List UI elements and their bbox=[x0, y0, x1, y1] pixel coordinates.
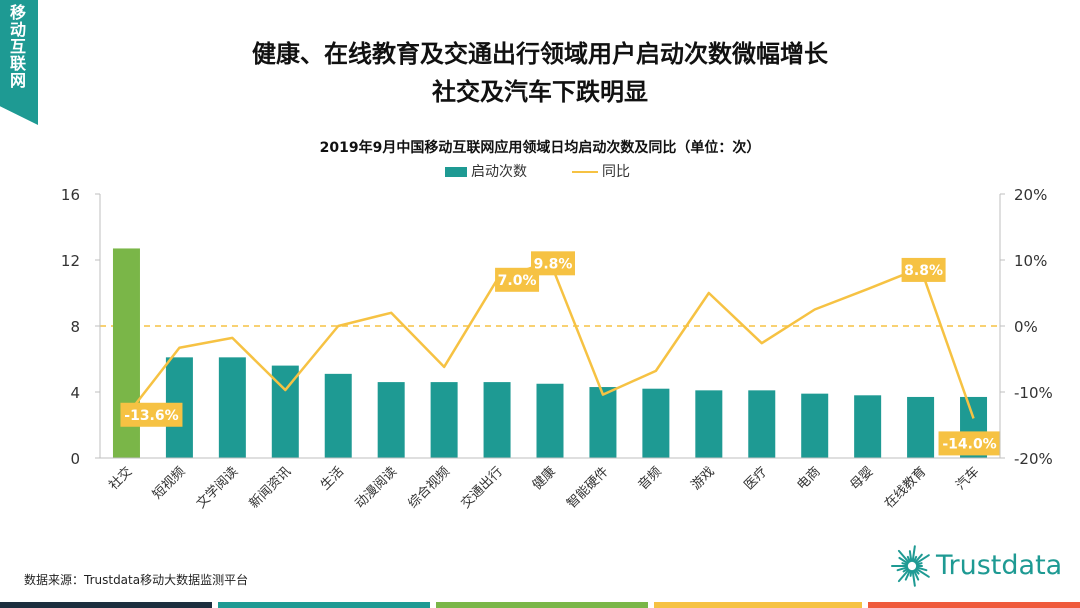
axis-layer: 0 4 8 12 16 -20% -10% 0% 10% 20% 社交 短视频 文学阅读 新闻资讯 生活 动漫… bbox=[61, 186, 1053, 512]
bar-在线教育 bbox=[907, 396, 935, 458]
logo-ray bbox=[913, 555, 918, 563]
left-tick-label: 4 bbox=[70, 384, 80, 402]
category-label: 智能硬件 bbox=[564, 464, 611, 511]
bar-智能硬件 bbox=[589, 387, 617, 458]
left-tick-label: 8 bbox=[70, 318, 80, 336]
legend-item-bar: 启动次数 bbox=[445, 163, 527, 181]
data-label-layer: -13.6% 7.0%9.8% 8.8% -14.0% bbox=[120, 251, 1001, 456]
bar-健康 bbox=[536, 383, 564, 458]
logo-ray bbox=[915, 562, 923, 566]
footer-bar-segment bbox=[436, 602, 648, 608]
bar-电商 bbox=[801, 393, 829, 458]
trustdata-logo: Trustdata bbox=[890, 536, 1070, 592]
category-label: 健康 bbox=[529, 464, 559, 494]
bar-交通出行 bbox=[483, 382, 511, 458]
data-label-text: -14.0% bbox=[942, 436, 996, 452]
data-source-note: 数据来源：Trustdata移动大数据监测平台 bbox=[24, 573, 249, 587]
data-label-text: 8.8% bbox=[904, 263, 943, 279]
chart-title: 2019年9月中国移动互联网应用领域日均启动次数及同比（单位：次） bbox=[319, 140, 761, 156]
logo-ray bbox=[913, 569, 920, 581]
chart-legend: 启动次数 同比 bbox=[0, 163, 1080, 183]
data-label-box bbox=[120, 402, 183, 427]
category-label: 游戏 bbox=[689, 464, 718, 493]
category-label: 文学阅读 bbox=[193, 464, 241, 512]
legend-line-swatch bbox=[572, 171, 598, 173]
logo-ray bbox=[904, 569, 911, 581]
logo-ray bbox=[896, 566, 909, 572]
category-label: 医疗 bbox=[742, 464, 771, 493]
right-tick-label: 20% bbox=[1014, 186, 1047, 204]
left-tick-label: 12 bbox=[61, 252, 80, 270]
data-label-box bbox=[938, 431, 1001, 456]
right-tick-label: 0% bbox=[1014, 318, 1038, 336]
legend-line-label: 同比 bbox=[602, 164, 630, 180]
category-label: 汽车 bbox=[953, 464, 983, 494]
legend-bar-label: 启动次数 bbox=[471, 164, 527, 180]
bar-音频 bbox=[642, 388, 670, 458]
bar-layer bbox=[112, 248, 988, 458]
bar-文学阅读 bbox=[218, 357, 246, 458]
logo-ray bbox=[914, 568, 920, 575]
logo-ray bbox=[898, 556, 909, 565]
logo-ray bbox=[915, 567, 930, 578]
sunburst-logo-icon bbox=[891, 545, 930, 587]
logo-ray bbox=[915, 554, 930, 565]
footer-bar-segment bbox=[0, 602, 212, 608]
category-label: 母婴 bbox=[847, 464, 876, 493]
side-tag-label: 移动互联网 bbox=[7, 4, 26, 89]
category-label: 社交 bbox=[106, 464, 136, 494]
side-tag: 移动互联网 bbox=[0, 0, 38, 125]
logo-ray bbox=[914, 553, 923, 564]
logo-ray bbox=[901, 562, 909, 566]
logo-ray bbox=[902, 567, 909, 573]
bar-游戏 bbox=[695, 390, 723, 458]
data-label-text: 7.0% bbox=[498, 273, 537, 289]
logo-ray bbox=[897, 568, 910, 583]
data-label-text: 9.8% bbox=[534, 256, 573, 272]
logo-ray bbox=[915, 566, 928, 572]
logo-wordmark: Trustdata bbox=[936, 550, 1063, 581]
right-tick-label: -20% bbox=[1014, 450, 1053, 468]
logo-ray bbox=[909, 569, 913, 577]
bar-综合视频 bbox=[430, 382, 458, 458]
logo-ray bbox=[911, 545, 916, 563]
category-label: 电商 bbox=[795, 464, 824, 493]
bar-生活 bbox=[324, 373, 352, 458]
bar-动漫阅读 bbox=[377, 382, 405, 458]
footer-bar-segment bbox=[218, 602, 430, 608]
left-tick-label: 0 bbox=[70, 450, 80, 468]
logo-ray bbox=[897, 549, 910, 564]
headline-line-1: 健康、在线教育及交通出行领域用户启动次数微幅增长 bbox=[252, 40, 828, 68]
category-label: 动漫阅读 bbox=[353, 464, 400, 511]
legend-bar-swatch bbox=[445, 167, 467, 177]
logo-ray bbox=[911, 569, 916, 587]
right-tick-label: -10% bbox=[1014, 384, 1053, 402]
bar-母婴 bbox=[854, 395, 882, 458]
data-label-box bbox=[531, 251, 575, 276]
footer-bar-segment bbox=[654, 602, 862, 608]
left-tick-label: 16 bbox=[61, 186, 80, 204]
headline-line-2: 社交及汽车下跌明显 bbox=[432, 78, 648, 106]
logo-ray bbox=[908, 550, 913, 563]
category-label: 在线教育 bbox=[881, 464, 929, 512]
data-label-text: -13.6% bbox=[124, 408, 178, 424]
category-label: 短视频 bbox=[150, 464, 188, 502]
category-label: 音频 bbox=[635, 464, 665, 494]
footer-bar-segment bbox=[868, 602, 1080, 608]
bar-医疗 bbox=[748, 390, 776, 458]
right-tick-label: 10% bbox=[1014, 252, 1047, 270]
category-label: 交通出行 bbox=[458, 464, 506, 512]
legend-item-line: 同比 bbox=[572, 163, 630, 181]
category-label: 新闻资讯 bbox=[246, 464, 294, 512]
logo-ray bbox=[906, 555, 911, 563]
data-label-box bbox=[901, 257, 946, 282]
category-label: 生活 bbox=[318, 464, 347, 493]
category-label: 综合视频 bbox=[406, 464, 453, 511]
